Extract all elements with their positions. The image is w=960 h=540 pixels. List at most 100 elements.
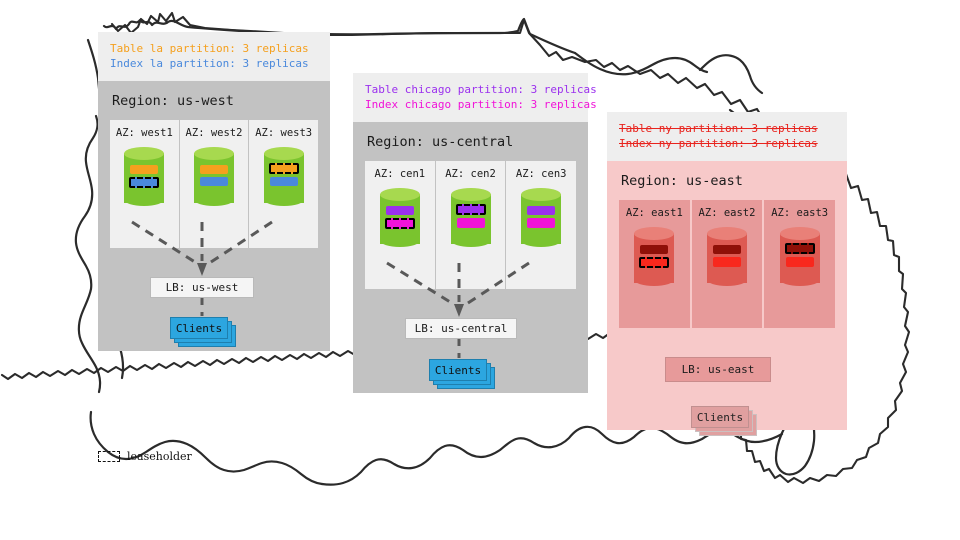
az-cen3[interactable]: AZ: cen3 xyxy=(506,161,577,289)
cylinder-bottom xyxy=(379,234,420,247)
clients-us-west[interactable]: Clients xyxy=(170,317,240,349)
clients-label: Clients xyxy=(434,363,482,377)
az-label-east1: AZ: east1 xyxy=(625,207,683,219)
az-row-us-east: AZ: east1 AZ: east2 xyxy=(619,200,836,328)
replica-bars-west3 xyxy=(264,163,304,186)
legend-label: leaseholder xyxy=(127,450,192,463)
partition-line-index: Index chicago partition: 3 replicas xyxy=(365,98,597,111)
cylinder-bottom xyxy=(521,234,562,247)
replica-bars-east2 xyxy=(707,245,747,267)
clients-label: Clients xyxy=(175,321,223,335)
cylinder-bottom xyxy=(124,193,165,206)
cylinder-bottom xyxy=(707,273,747,286)
index-replica-bar xyxy=(200,177,228,186)
lb-us-central[interactable]: LB: us-central xyxy=(405,318,517,339)
region-us-central: Table chicago partition: 3 replicas Inde… xyxy=(353,73,597,393)
cylinder-top xyxy=(263,147,304,160)
az-row-us-central: AZ: cen1 AZ: cen2 xyxy=(365,161,577,289)
az-label-cen1: AZ: cen1 xyxy=(374,168,426,180)
clients-front[interactable]: Clients xyxy=(170,317,228,339)
region-title-us-east: Region: us-east xyxy=(621,173,743,189)
az-label-east3: AZ: east3 xyxy=(771,207,829,219)
table-replica-bar-leaseholder xyxy=(455,204,486,215)
partition-line-table: Table ny partition: 3 replicas xyxy=(619,122,818,135)
replica-bars-east1 xyxy=(634,245,674,268)
arrowhead xyxy=(197,263,207,276)
cylinder-cen1 xyxy=(379,188,420,250)
index-replica-bar xyxy=(456,218,485,228)
cylinder-bottom xyxy=(450,234,491,247)
clients-us-east[interactable]: Clients xyxy=(691,406,761,438)
az-east1[interactable]: AZ: east1 xyxy=(619,200,690,328)
replica-bars-west2 xyxy=(194,165,234,186)
az-east3[interactable]: AZ: east3 xyxy=(764,200,836,328)
az-label-west2: AZ: west2 xyxy=(185,127,243,139)
clients-label: Clients xyxy=(696,410,744,424)
lb-label: LB: us-central xyxy=(414,322,508,335)
index-replica-bar xyxy=(527,218,556,228)
partition-line-index: Index la partition: 3 replicas xyxy=(110,57,309,70)
az-west1[interactable]: AZ: west1 xyxy=(110,120,179,248)
clients-front[interactable]: Clients xyxy=(429,359,487,381)
cylinder-east3 xyxy=(779,227,820,289)
replica-bars-cen3 xyxy=(521,206,561,228)
index-replica-bar-leaseholder xyxy=(639,257,670,268)
partition-line-table: Table chicago partition: 3 replicas xyxy=(365,83,597,96)
partition-line-index: Index ny partition: 3 replicas xyxy=(619,137,818,150)
lb-us-east[interactable]: LB: us-east xyxy=(665,357,771,382)
partition-panel-us-west: Table la partition: 3 replicas Index la … xyxy=(98,32,330,81)
table-replica-bar-leaseholder xyxy=(784,243,815,254)
table-replica-bar xyxy=(713,245,741,254)
clients-us-central[interactable]: Clients xyxy=(429,359,499,391)
cylinder-top xyxy=(707,227,747,240)
region-title-us-west: Region: us-west xyxy=(112,93,234,109)
az-west3[interactable]: AZ: west3 xyxy=(249,120,319,248)
partition-panel-us-central: Table chicago partition: 3 replicas Inde… xyxy=(353,73,597,122)
cylinder-cen2 xyxy=(450,188,491,250)
cylinder-bottom xyxy=(779,273,820,286)
cylinder-top xyxy=(194,147,234,160)
cylinder-top xyxy=(634,227,675,240)
clients-front[interactable]: Clients xyxy=(691,406,749,428)
table-replica-bar xyxy=(527,206,556,215)
table-replica-bar xyxy=(130,165,159,174)
replica-bars-east3 xyxy=(780,243,820,267)
replica-bars-cen2 xyxy=(451,204,491,228)
az-label-west3: AZ: west3 xyxy=(255,127,313,139)
cylinder-bottom xyxy=(634,273,675,286)
lb-label: LB: us-west xyxy=(165,281,239,294)
az-east2[interactable]: AZ: east2 xyxy=(691,200,763,328)
cylinder-west2 xyxy=(194,147,234,209)
region-us-east: Table ny partition: 3 replicas Index ny … xyxy=(607,112,847,436)
table-replica-bar xyxy=(640,245,669,254)
cylinder-east2 xyxy=(707,227,747,289)
cylinder-cen3 xyxy=(521,188,562,250)
az-cen1[interactable]: AZ: cen1 xyxy=(365,161,435,289)
cylinder-top xyxy=(779,227,820,240)
cylinder-west1 xyxy=(124,147,165,209)
table-replica-bar-leaseholder xyxy=(268,163,299,174)
az-cen2[interactable]: AZ: cen2 xyxy=(435,161,506,289)
cylinder-bottom xyxy=(194,193,234,206)
cylinder-top xyxy=(124,147,165,160)
index-replica-bar xyxy=(713,257,741,267)
leaseholder-swatch-icon xyxy=(98,451,120,462)
az-label-cen3: AZ: cen3 xyxy=(515,168,567,180)
az-west2[interactable]: AZ: west2 xyxy=(179,120,249,248)
cylinder-east1 xyxy=(634,227,675,289)
az-row-us-west: AZ: west1 AZ: west2 xyxy=(110,120,319,248)
lb-us-west[interactable]: LB: us-west xyxy=(150,277,254,298)
cylinder-bottom xyxy=(263,193,304,206)
lb-label: LB: us-east xyxy=(681,363,755,376)
legend-leaseholder: leaseholder xyxy=(98,450,192,463)
arrowhead xyxy=(454,304,464,317)
az-label-cen2: AZ: cen2 xyxy=(445,168,496,180)
index-replica-bar-leaseholder xyxy=(129,177,160,188)
index-replica-bar-leaseholder xyxy=(384,218,415,229)
partition-panel-us-east: Table ny partition: 3 replicas Index ny … xyxy=(607,112,847,161)
table-replica-bar xyxy=(200,165,228,174)
az-label-east2: AZ: east2 xyxy=(698,207,756,219)
cylinder-top xyxy=(379,188,420,201)
az-label-west1: AZ: west1 xyxy=(115,127,173,139)
